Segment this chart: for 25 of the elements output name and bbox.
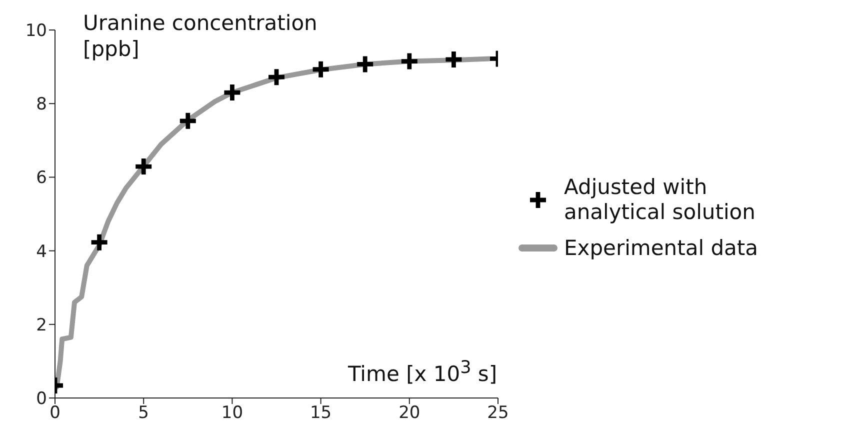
point: [312, 61, 329, 78]
legend-label: Adjusted with analytical solution: [564, 175, 756, 226]
y-tick-label: 6: [36, 168, 47, 188]
y-tick-label: 2: [36, 315, 47, 336]
point: [357, 56, 374, 72]
point: [91, 234, 108, 250]
x-tick-label: 0: [50, 403, 60, 424]
x-tick-label: 20: [398, 403, 420, 424]
y-tick-label: 10: [25, 21, 47, 42]
legend-label: Experimental data: [564, 236, 760, 261]
point: [268, 69, 284, 86]
x-tick-label: 15: [310, 403, 332, 424]
y-axis-title: Uranine concentration [ppb]: [83, 10, 318, 62]
x-axis-title: Time [x 10$^{3}$ s]: [348, 358, 498, 386]
x-tick-label: 10: [221, 403, 244, 424]
y-tick-label: 4: [36, 242, 47, 262]
x-tick-label: 25: [487, 403, 509, 424]
x-tick-label: 5: [138, 403, 150, 424]
y-tick-label: 0: [36, 389, 47, 410]
y-tick-label: 8: [36, 94, 47, 115]
point: [180, 112, 196, 129]
point: [224, 84, 240, 101]
point: [446, 51, 462, 68]
point: [401, 53, 418, 70]
point: [136, 158, 152, 175]
